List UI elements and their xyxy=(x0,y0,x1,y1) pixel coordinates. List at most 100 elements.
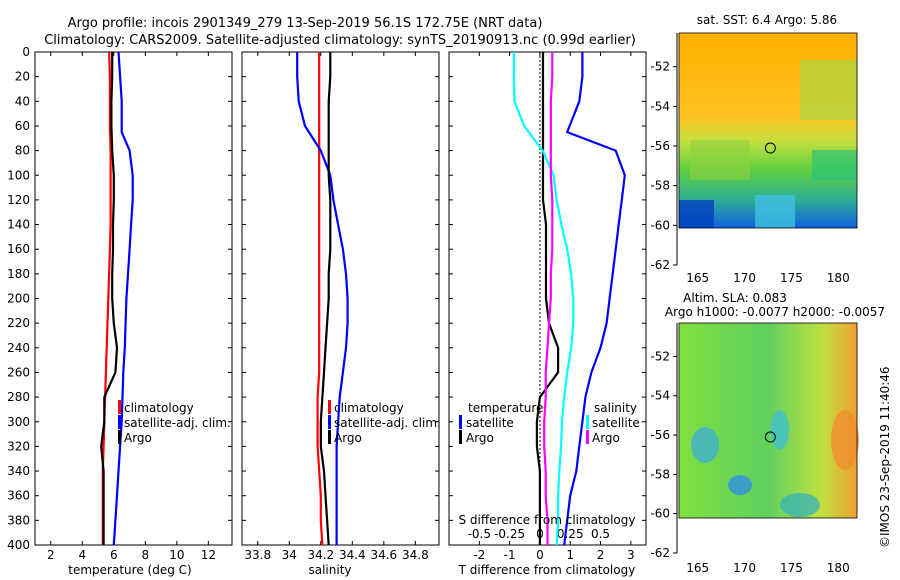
temperature-y-ticks: 0 20 40 60 80 100 120 140 160 180 200 220 240 260 280 3… xyxy=(7,45,646,552)
sla-patch xyxy=(728,475,752,495)
x-tick-label: 2 xyxy=(47,548,55,562)
series-line-salinity-satellite xyxy=(512,52,575,546)
x-tick-label: 34.4 xyxy=(339,548,366,562)
map-y-tick-label: -62 xyxy=(650,546,670,560)
x-tick-label: 12 xyxy=(201,548,216,562)
sla-map-texture xyxy=(691,410,859,517)
difference-plot-frame xyxy=(448,51,647,546)
sst-map-texture xyxy=(679,60,857,228)
x-tick-label: 3 xyxy=(627,548,635,562)
y-tick-label: 360 xyxy=(7,489,30,503)
sst-map-frame xyxy=(678,32,858,229)
x-tick-label: -1 xyxy=(504,548,516,562)
copyright-footer: ©IMOS 23-Sep-2019 11:40:46 xyxy=(878,366,892,548)
sst-patch xyxy=(755,195,795,228)
map-x-tick-label: 180 xyxy=(827,561,850,575)
legend-header-salinity: salinity xyxy=(594,401,637,415)
y-tick-label: 240 xyxy=(7,341,30,355)
y-tick-label: 160 xyxy=(7,242,30,256)
sst-patch xyxy=(679,200,714,228)
map-x-tick-label: 170 xyxy=(733,561,756,575)
y-tick-label: 380 xyxy=(7,513,30,527)
sla-map-subtitle: Argo h1000: -0.0077 h2000: -0.0057 xyxy=(665,305,885,319)
y-tick-label: 100 xyxy=(7,168,30,182)
map-y-tick-label: -62 xyxy=(650,258,670,272)
legend-label-satellite: satellite-adj. clim. xyxy=(334,416,441,430)
y-tick-label: 400 xyxy=(7,538,30,552)
map-y-tick-label: -56 xyxy=(650,428,670,442)
series-line-temperature-satellite xyxy=(563,52,626,546)
map-x-tick-label: 165 xyxy=(686,271,709,285)
legend-label-argo: Argo xyxy=(334,431,362,445)
temperature-plot-frame xyxy=(34,51,233,546)
y-tick-label: 0 xyxy=(22,45,30,59)
difference-x-ticks: -2 -1 0 1 2 3 xyxy=(473,52,635,562)
argo-location-marker xyxy=(764,142,776,154)
series-line-argo xyxy=(100,52,119,545)
map-y-tick-label: -56 xyxy=(650,139,670,153)
map-x-tick-label: 170 xyxy=(733,271,756,285)
y-tick-label: 220 xyxy=(7,316,30,330)
legend-label-climatology: climatology xyxy=(124,401,194,415)
sst-patch xyxy=(812,150,857,180)
map-y-tick-label: -60 xyxy=(650,218,670,232)
difference-panel: -2 -1 0 1 2 3 -0.5-0.25 0 0.25 0.5 temperature s… xyxy=(448,51,647,577)
sst-patch xyxy=(690,140,750,180)
s-tick-label: 0.5 xyxy=(591,527,610,541)
y-tick-label: 340 xyxy=(7,464,30,478)
temperature-diff-legend: temperature satellite Argo xyxy=(459,401,543,445)
x-tick-label: 34.8 xyxy=(402,548,429,562)
y-tick-label: 300 xyxy=(7,415,30,429)
sla-map-title: Altim. SLA: 0.083 xyxy=(683,291,787,305)
series-line-argo xyxy=(319,52,332,546)
y-tick-label: 320 xyxy=(7,439,30,453)
temperature-panel: 0204060801001201401601802002202402602803… xyxy=(7,45,646,577)
legend-swatch-satellite xyxy=(118,415,121,429)
y-tick-label: 280 xyxy=(7,390,30,404)
sla-map-frame xyxy=(678,322,858,519)
sst-map: sat. SST: 6.4 Argo: 5.86 -52 -54 -56 -58 -60… xyxy=(650,13,858,285)
sla-map-y-ticks: -52 -54 -56 -58 -60 -62 xyxy=(650,323,678,560)
temperature-x-ticks: 2 4 6 8 10 12 xyxy=(47,52,216,562)
figure-title-line1: Argo profile: incois 2901349_279 13-Sep-… xyxy=(68,16,543,31)
s-tick-label: -0.25 xyxy=(494,527,525,541)
x-tick-label: 34.6 xyxy=(370,548,397,562)
sla-patch xyxy=(780,493,820,517)
series-line-salinity-argo xyxy=(543,52,554,545)
sst-patch xyxy=(800,60,857,120)
y-tick-label: 140 xyxy=(7,218,30,232)
salinity-x-ticks: 33.8 34 34.2 34.4 34.6 34.8 xyxy=(244,52,429,562)
x-tick-label: 2 xyxy=(597,548,605,562)
s-difference-label: S difference from climatology xyxy=(459,513,636,527)
legend-header-temperature: temperature xyxy=(468,401,543,415)
sla-patch xyxy=(771,410,789,450)
map-y-tick-label: -58 xyxy=(650,467,670,481)
map-y-tick-label: -52 xyxy=(650,349,670,363)
sla-map-x-ticks: 165 170 175 180 xyxy=(686,561,849,575)
legend-label-salinity-argo: Argo xyxy=(592,431,620,445)
map-x-tick-label: 175 xyxy=(780,271,803,285)
legend-swatch-argo xyxy=(328,430,331,444)
sla-patch xyxy=(691,427,719,463)
x-tick-label: 4 xyxy=(78,548,86,562)
s-tick-label: -0.5 xyxy=(468,527,491,541)
series-line-temperature-argo xyxy=(535,52,560,545)
salinity-diff-legend: salinity satellite Argo xyxy=(586,401,640,445)
y-tick-label: 80 xyxy=(15,144,30,158)
x-tick-label: 34 xyxy=(282,548,297,562)
sla-patch xyxy=(831,410,859,470)
legend-swatch-satellite xyxy=(459,415,462,429)
salinity-lines xyxy=(296,52,349,546)
y-tick-label: 260 xyxy=(7,365,30,379)
x-tick-label: 6 xyxy=(110,548,118,562)
salinity-plot-frame xyxy=(241,51,440,546)
x-tick-label: 34.2 xyxy=(307,548,334,562)
salinity-legend: climatology satellite-adj. clim. Argo xyxy=(328,400,441,445)
legend-swatch-climatology xyxy=(118,400,121,414)
argo-location-marker xyxy=(764,431,776,443)
y-tick-label: 200 xyxy=(7,292,30,306)
sst-map-x-ticks: 165 170 175 180 xyxy=(686,271,849,285)
legend-label-salinity-satellite: satellite xyxy=(592,416,640,430)
map-x-tick-label: 175 xyxy=(780,561,803,575)
